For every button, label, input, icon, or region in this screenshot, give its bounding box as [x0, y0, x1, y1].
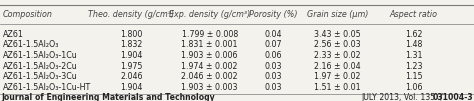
Text: Aspect ratio: Aspect ratio [390, 10, 438, 19]
Text: AZ61: AZ61 [3, 30, 24, 39]
Text: 0.06: 0.06 [265, 51, 283, 60]
Text: 1.31: 1.31 [405, 51, 422, 60]
Text: 2.33 ± 0.02: 2.33 ± 0.02 [314, 51, 361, 60]
Text: AZ61-1.5Al₂O₃-1Cu-HT: AZ61-1.5Al₂O₃-1Cu-HT [3, 83, 91, 92]
Text: 031004-3: 031004-3 [432, 93, 473, 101]
Text: Grain size (μm): Grain size (μm) [307, 10, 368, 19]
Text: Composition: Composition [3, 10, 53, 19]
Text: 0.07: 0.07 [265, 40, 283, 49]
Text: 3.43 ± 0.05: 3.43 ± 0.05 [314, 30, 361, 39]
Text: Exp. density (g/cm³): Exp. density (g/cm³) [169, 10, 250, 19]
Text: Journal of Engineering Materials and Technology: Journal of Engineering Materials and Tec… [1, 93, 215, 101]
Text: 1.51 ± 0.01: 1.51 ± 0.01 [314, 83, 361, 92]
Text: Porosity (%): Porosity (%) [249, 10, 298, 19]
Text: 1.62: 1.62 [405, 30, 422, 39]
Text: 1.904: 1.904 [120, 51, 143, 60]
Text: JULY 2013, Vol. 135  /: JULY 2013, Vol. 135 / [362, 93, 448, 101]
Text: AZ61-1.5Al₂O₃: AZ61-1.5Al₂O₃ [3, 40, 59, 49]
Text: 2.16 ± 0.04: 2.16 ± 0.04 [314, 62, 361, 71]
Text: 1.975: 1.975 [120, 62, 143, 71]
Text: 1.799 ± 0.008: 1.799 ± 0.008 [182, 30, 238, 39]
Text: AZ61-1.5Al₂O₃-1Cu: AZ61-1.5Al₂O₃-1Cu [3, 51, 78, 60]
Text: 0.04: 0.04 [265, 30, 283, 39]
Text: 1.903 ± 0.006: 1.903 ± 0.006 [182, 51, 238, 60]
Text: 1.832: 1.832 [120, 40, 143, 49]
Text: 1.974 ± 0.002: 1.974 ± 0.002 [182, 62, 238, 71]
Text: 2.046: 2.046 [120, 72, 143, 81]
Text: 1.903 ± 0.003: 1.903 ± 0.003 [182, 83, 238, 92]
Text: 1.06: 1.06 [405, 83, 422, 92]
Text: AZ61-1.5Al₂O₃-2Cu: AZ61-1.5Al₂O₃-2Cu [3, 62, 78, 71]
Text: 0.03: 0.03 [265, 83, 283, 92]
Text: Theo. density (g/cm³): Theo. density (g/cm³) [89, 10, 174, 19]
Text: 1.23: 1.23 [405, 62, 422, 71]
Text: 0.03: 0.03 [265, 62, 283, 71]
Text: 1.800: 1.800 [120, 30, 143, 39]
Text: 1.48: 1.48 [405, 40, 422, 49]
Text: 0.03: 0.03 [265, 72, 283, 81]
Text: 1.15: 1.15 [405, 72, 422, 81]
Text: 2.56 ± 0.03: 2.56 ± 0.03 [314, 40, 361, 49]
Text: 1.97 ± 0.02: 1.97 ± 0.02 [314, 72, 361, 81]
Text: 2.046 ± 0.002: 2.046 ± 0.002 [182, 72, 238, 81]
Text: AZ61-1.5Al₂O₃-3Cu: AZ61-1.5Al₂O₃-3Cu [3, 72, 78, 81]
Text: 1.904: 1.904 [120, 83, 143, 92]
Text: 1.831 ± 0.001: 1.831 ± 0.001 [182, 40, 238, 49]
